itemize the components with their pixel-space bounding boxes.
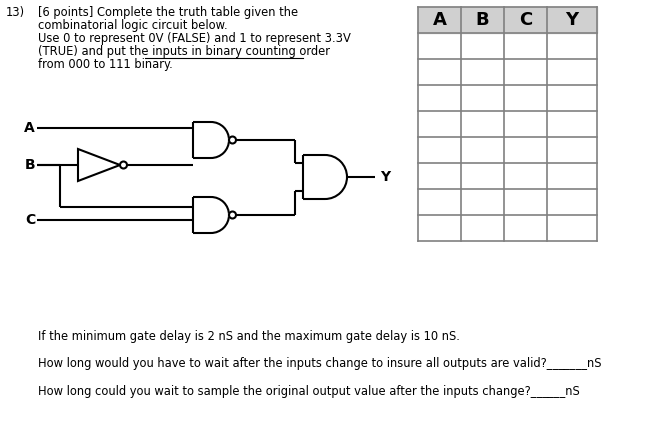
Text: [6 points] Complete the truth table given the: [6 points] Complete the truth table give… — [38, 6, 298, 19]
Text: 13): 13) — [6, 6, 25, 19]
Text: combinatorial logic circuit below.: combinatorial logic circuit below. — [38, 19, 227, 32]
Circle shape — [229, 212, 236, 218]
Text: Y: Y — [565, 11, 578, 29]
Text: A: A — [24, 121, 35, 135]
Circle shape — [229, 136, 236, 144]
Text: B: B — [24, 158, 35, 172]
Text: from 000 to 111 binary.: from 000 to 111 binary. — [38, 58, 173, 71]
Text: C: C — [519, 11, 532, 29]
Text: How long could you wait to sample the original output value after the inputs cha: How long could you wait to sample the or… — [38, 385, 580, 398]
Text: (TRUE) and put the inputs in binary counting order: (TRUE) and put the inputs in binary coun… — [38, 45, 330, 58]
Text: How long would you have to wait after the inputs change to insure all outputs ar: How long would you have to wait after th… — [38, 357, 602, 370]
Text: Y: Y — [380, 170, 390, 184]
Text: If the minimum gate delay is 2 nS and the maximum gate delay is 10 nS.: If the minimum gate delay is 2 nS and th… — [38, 330, 460, 343]
Text: C: C — [24, 213, 35, 227]
Text: A: A — [432, 11, 446, 29]
Text: B: B — [476, 11, 489, 29]
Circle shape — [120, 162, 127, 168]
Text: Use 0 to represent 0V (FALSE) and 1 to represent 3.3V: Use 0 to represent 0V (FALSE) and 1 to r… — [38, 32, 351, 45]
Bar — [418, 7, 597, 33]
